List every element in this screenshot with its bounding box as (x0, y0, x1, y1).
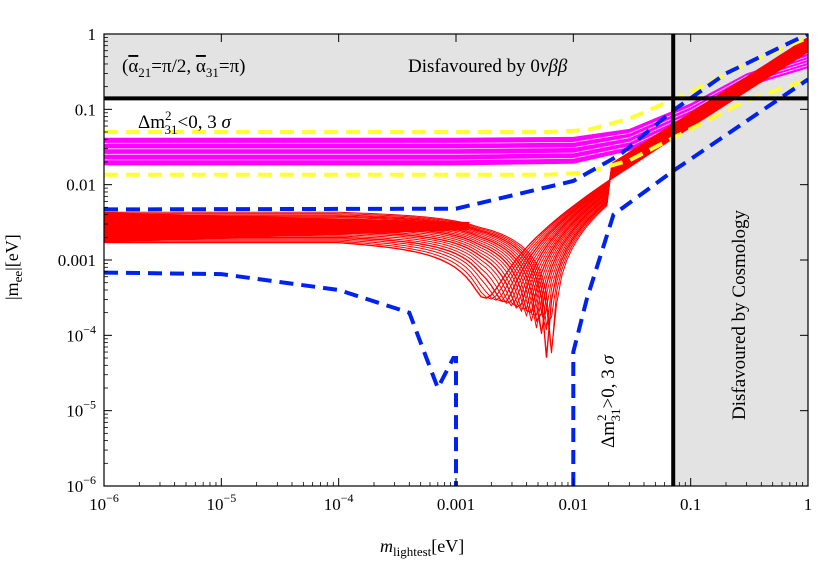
tick-label: 0.01 (66, 176, 96, 195)
normal-3sigma-upper-curve (104, 34, 808, 212)
inverted-band-line (104, 56, 808, 144)
tick-label: 1 (88, 25, 97, 44)
normal-3sigma-lower-right-curve (571, 77, 808, 486)
tick-label: 10−4 (324, 491, 354, 514)
x-axis-label: mlightest[eV] (380, 536, 464, 559)
tick-label: 10−5 (206, 491, 236, 514)
tick-label: 1 (804, 495, 813, 514)
tick-label: 10−6 (66, 473, 96, 496)
inverted-3sigma-lower-curve (104, 77, 808, 177)
tick-label: 0.001 (437, 495, 475, 514)
tick-label: 0.1 (680, 495, 701, 514)
disfavoured-cosmology-label: Disfavoured by Cosmology (729, 209, 750, 420)
mass-bands (104, 36, 808, 358)
normal-3sigma-label: Δm231>0, 3 σ (594, 355, 623, 448)
normal-band-fill (104, 212, 470, 243)
normal-3sigma-lower-left-curve (104, 270, 458, 486)
phases-annotation: (α21=π/2, α31=π) (122, 56, 246, 80)
inverted-3sigma-upper-curve (104, 35, 808, 134)
inverted-hierarchy-band (104, 53, 808, 166)
normal-band-curve (104, 36, 808, 353)
tick-label: 0.001 (58, 251, 96, 270)
y-axis-label: |mee|[eV] (2, 234, 25, 300)
inverted-3sigma-label: Δm2 31<0, 3 σ (138, 108, 231, 137)
axis-ticks: 10−6 10−5 10−4 0.001 0.01 0.1 1 1 0.1 0.01 0.001 10… (58, 25, 813, 514)
tick-label: 0.01 (558, 495, 588, 514)
tick-label: 10−6 (89, 491, 119, 514)
disfavoured-0vbb-label: Disfavoured by 0νββ (408, 56, 568, 77)
limit-lines (104, 34, 808, 486)
tick-label: 10−5 (66, 398, 96, 421)
tick-label: 10−4 (66, 322, 96, 345)
tick-label: 0.1 (75, 100, 96, 119)
sigma-curves (104, 34, 808, 486)
